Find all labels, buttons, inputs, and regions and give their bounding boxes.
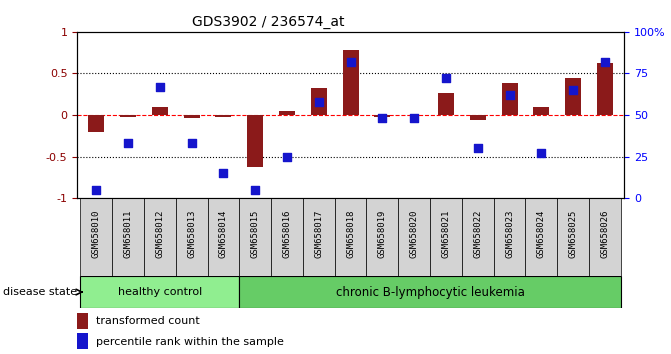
Point — [218, 171, 229, 176]
Point — [377, 115, 388, 121]
Bar — [81, 198, 112, 276]
Text: GSM658014: GSM658014 — [219, 210, 228, 258]
Bar — [597, 63, 613, 115]
Bar — [470, 115, 486, 120]
Bar — [494, 198, 525, 276]
Bar — [438, 93, 454, 115]
Text: GSM658022: GSM658022 — [473, 210, 482, 258]
Point — [600, 59, 611, 65]
Text: GSM658011: GSM658011 — [123, 210, 133, 258]
Point — [346, 59, 356, 65]
Point — [472, 145, 483, 151]
Bar — [120, 115, 136, 117]
Bar — [152, 107, 168, 115]
Bar — [207, 198, 240, 276]
Text: GSM658024: GSM658024 — [537, 210, 546, 258]
Text: GSM658025: GSM658025 — [568, 210, 578, 258]
Bar — [184, 115, 199, 118]
Bar — [89, 115, 104, 132]
Point — [568, 87, 578, 93]
Bar — [589, 198, 621, 276]
Point — [441, 76, 452, 81]
Text: GSM658020: GSM658020 — [410, 210, 419, 258]
Text: GSM658012: GSM658012 — [155, 210, 164, 258]
Text: percentile rank within the sample: percentile rank within the sample — [97, 337, 285, 347]
Point — [91, 187, 101, 193]
Text: GSM658023: GSM658023 — [505, 210, 514, 258]
Point — [187, 141, 197, 146]
Bar — [77, 333, 88, 349]
Bar — [374, 115, 391, 117]
Text: GSM658026: GSM658026 — [601, 210, 609, 258]
Bar — [81, 276, 240, 308]
Text: GSM658010: GSM658010 — [92, 210, 101, 258]
Text: GSM658015: GSM658015 — [251, 210, 260, 258]
Bar — [525, 198, 557, 276]
Text: GSM658016: GSM658016 — [282, 210, 291, 258]
Bar — [430, 198, 462, 276]
Bar — [335, 198, 366, 276]
Point — [123, 141, 134, 146]
Point — [409, 115, 419, 121]
Point — [536, 150, 547, 156]
Point — [154, 84, 165, 90]
Text: disease state: disease state — [3, 287, 77, 297]
Bar — [144, 198, 176, 276]
Text: GSM658019: GSM658019 — [378, 210, 387, 258]
Bar — [565, 78, 581, 115]
Point — [250, 187, 260, 193]
Bar — [303, 198, 335, 276]
Bar — [279, 111, 295, 115]
Bar — [240, 198, 271, 276]
Bar — [176, 198, 207, 276]
Text: GSM658017: GSM658017 — [314, 210, 323, 258]
Bar — [112, 198, 144, 276]
Bar — [77, 313, 88, 329]
Bar — [557, 198, 589, 276]
Text: GSM658021: GSM658021 — [442, 210, 450, 258]
Point — [282, 154, 293, 159]
Bar — [533, 107, 550, 115]
Bar — [399, 198, 430, 276]
Bar — [502, 84, 517, 115]
Bar — [248, 115, 263, 167]
Text: GSM658013: GSM658013 — [187, 210, 196, 258]
Title: GDS3902 / 236574_at: GDS3902 / 236574_at — [193, 16, 345, 29]
Bar — [366, 198, 399, 276]
Bar — [215, 115, 231, 117]
Text: GSM658018: GSM658018 — [346, 210, 355, 258]
Bar — [271, 198, 303, 276]
Text: healthy control: healthy control — [117, 287, 202, 297]
Bar — [462, 198, 494, 276]
Text: chronic B-lymphocytic leukemia: chronic B-lymphocytic leukemia — [336, 286, 525, 298]
Bar — [343, 50, 358, 115]
Point — [504, 92, 515, 98]
Point — [313, 99, 324, 104]
Bar — [240, 276, 621, 308]
Text: transformed count: transformed count — [97, 316, 200, 326]
Bar — [311, 87, 327, 115]
